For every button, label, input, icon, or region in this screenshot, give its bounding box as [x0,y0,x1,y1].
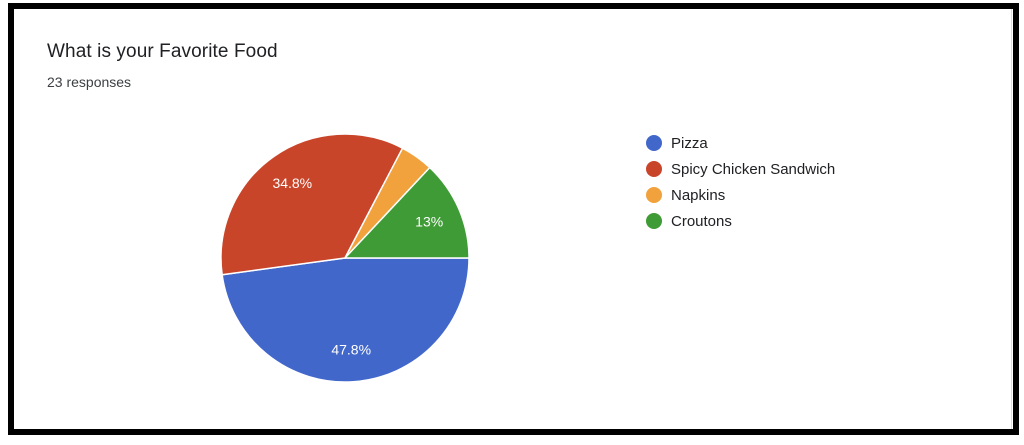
pie-chart[interactable]: 47.8% 34.8% 13% [215,128,475,388]
pie-slice-pizza[interactable] [221,257,470,383]
pie-slice-spicy-chicken-sandwich[interactable] [220,133,404,276]
legend-item-spicy-chicken-sandwich: Spicy Chicken Sandwich [646,156,835,182]
legend-item-pizza: Pizza [646,130,835,156]
pie-slice-percent-label: 13% [415,213,443,229]
legend-label: Napkins [671,186,726,204]
legend-label: Croutons [671,212,732,230]
pie-slice-percent-label: 34.8% [272,175,312,191]
chart-legend: Pizza Spicy Chicken Sandwich Napkins Crouto… [646,130,835,234]
legend-label: Pizza [671,134,708,152]
legend-label: Spicy Chicken Sandwich [671,160,836,178]
legend-swatch-icon [646,161,662,177]
legend-swatch-icon [646,135,662,151]
chart-card: What is your Favorite Food 23 responses … [13,8,1012,430]
chart-title: What is your Favorite Food [47,41,278,62]
pie-slice-percent-label: 47.8% [331,342,371,358]
legend-item-croutons: Croutons [646,208,835,234]
legend-swatch-icon [646,187,662,203]
legend-swatch-icon [646,213,662,229]
legend-item-napkins: Napkins [646,182,835,208]
pie-slice-croutons[interactable] [344,166,470,259]
response-count: 23 responses [47,74,132,90]
